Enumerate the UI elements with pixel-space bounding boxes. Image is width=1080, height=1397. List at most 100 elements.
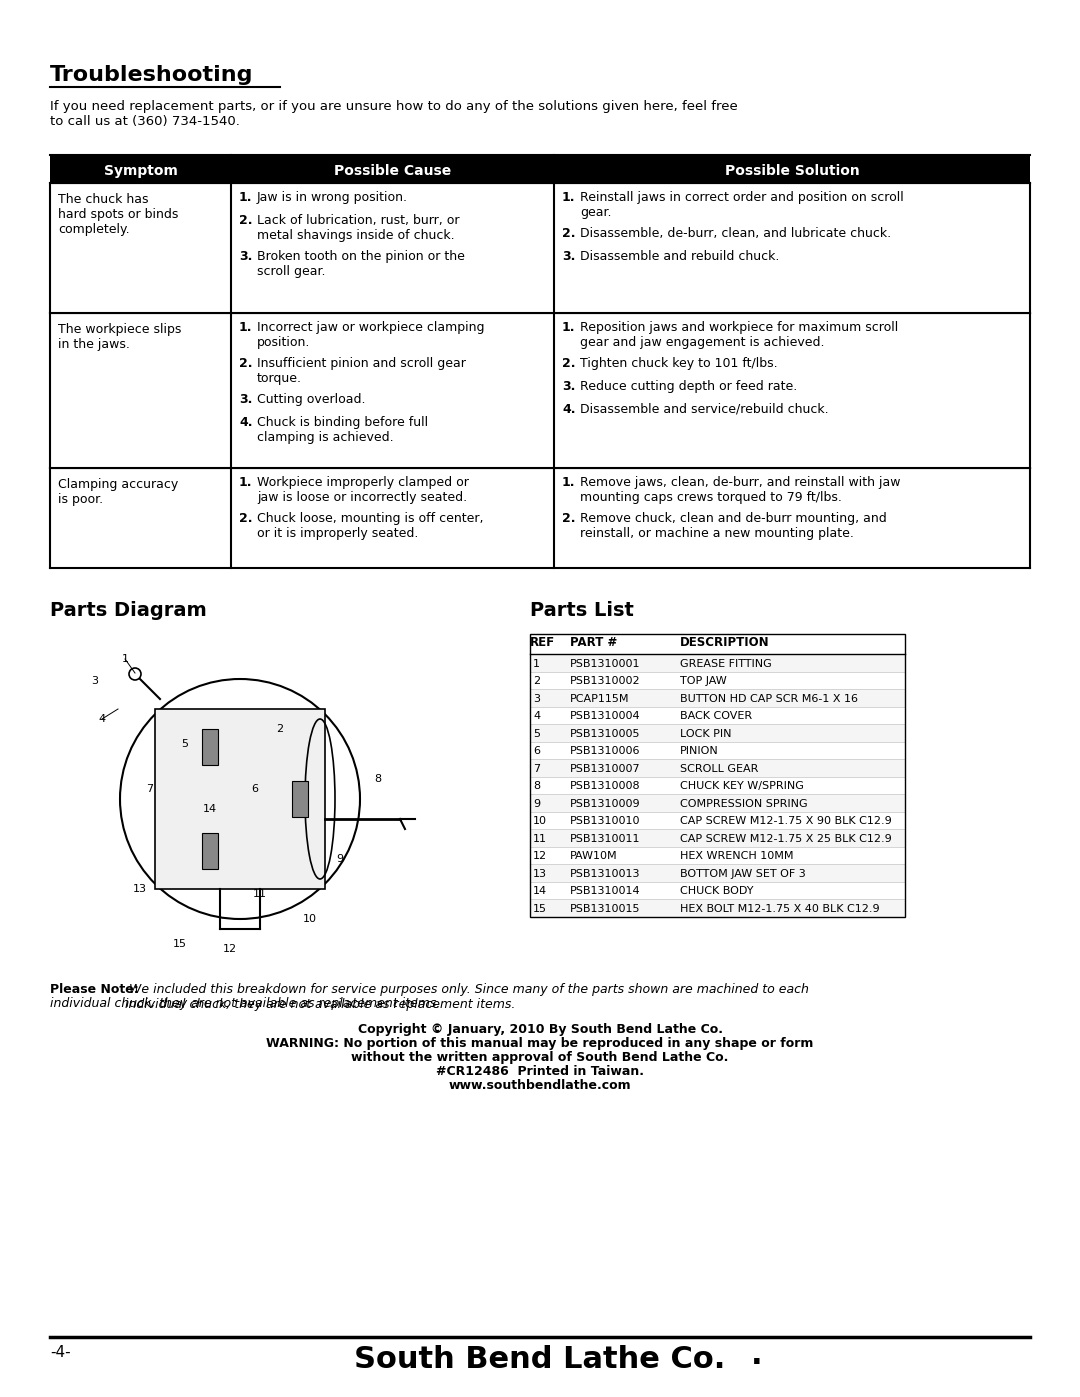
Text: 2: 2 bbox=[534, 676, 540, 686]
FancyBboxPatch shape bbox=[530, 777, 905, 793]
FancyBboxPatch shape bbox=[530, 724, 905, 742]
Text: 11: 11 bbox=[534, 834, 546, 844]
Text: Disassemble and rebuild chuck.: Disassemble and rebuild chuck. bbox=[580, 250, 780, 263]
Text: Possible Solution: Possible Solution bbox=[725, 163, 860, 177]
FancyBboxPatch shape bbox=[530, 900, 905, 916]
Text: 3.: 3. bbox=[239, 393, 253, 407]
Text: 15: 15 bbox=[173, 939, 187, 949]
Text: 4: 4 bbox=[98, 714, 106, 724]
Text: We included this breakdown for service purposes only. Since many of the parts sh: We included this breakdown for service p… bbox=[125, 983, 809, 1011]
FancyBboxPatch shape bbox=[292, 781, 308, 817]
Text: 9: 9 bbox=[337, 854, 343, 863]
Text: Workpiece improperly clamped or
jaw is loose or incorrectly seated.: Workpiece improperly clamped or jaw is l… bbox=[257, 476, 469, 504]
Text: 9: 9 bbox=[534, 799, 540, 809]
Text: DESCRIPTION: DESCRIPTION bbox=[680, 636, 770, 650]
Text: South Bend Lathe Co.: South Bend Lathe Co. bbox=[354, 1345, 726, 1375]
Text: HEX WRENCH 10MM: HEX WRENCH 10MM bbox=[680, 851, 794, 861]
Text: 11: 11 bbox=[253, 888, 267, 900]
Text: PART #: PART # bbox=[570, 636, 618, 650]
Text: TOP JAW: TOP JAW bbox=[680, 676, 727, 686]
Text: Jaw is in wrong position.: Jaw is in wrong position. bbox=[257, 191, 408, 204]
Text: Broken tooth on the pinion or the
scroll gear.: Broken tooth on the pinion or the scroll… bbox=[257, 250, 464, 278]
FancyBboxPatch shape bbox=[156, 710, 325, 888]
Text: Please Note:: Please Note: bbox=[50, 983, 138, 996]
Text: Chuck loose, mounting is off center,
or it is improperly seated.: Chuck loose, mounting is off center, or … bbox=[257, 511, 484, 541]
Text: LOCK PIN: LOCK PIN bbox=[680, 729, 731, 739]
Text: 4.: 4. bbox=[562, 402, 576, 416]
Text: PSB1310009: PSB1310009 bbox=[570, 799, 640, 809]
Text: PAW10M: PAW10M bbox=[570, 851, 618, 861]
Text: PSB1310014: PSB1310014 bbox=[570, 886, 640, 897]
Text: 1.: 1. bbox=[562, 321, 576, 334]
Text: Parts Diagram: Parts Diagram bbox=[50, 601, 206, 620]
Text: PSB1310015: PSB1310015 bbox=[570, 904, 640, 914]
Text: Disassemble, de-burr, clean, and lubricate chuck.: Disassemble, de-burr, clean, and lubrica… bbox=[580, 226, 891, 240]
Text: 10: 10 bbox=[303, 914, 318, 923]
Text: 3.: 3. bbox=[239, 250, 253, 263]
Text: 7: 7 bbox=[534, 764, 540, 774]
Text: Lack of lubrication, rust, burr, or
metal shavings inside of chuck.: Lack of lubrication, rust, burr, or meta… bbox=[257, 214, 459, 242]
Text: PSB1310010: PSB1310010 bbox=[570, 816, 640, 826]
FancyBboxPatch shape bbox=[202, 729, 218, 766]
Text: 2.: 2. bbox=[239, 214, 253, 226]
Text: 1.: 1. bbox=[562, 476, 576, 489]
Text: PINION: PINION bbox=[680, 746, 719, 756]
Text: Troubleshooting: Troubleshooting bbox=[50, 66, 254, 85]
Text: 6: 6 bbox=[534, 746, 540, 756]
Text: 2.: 2. bbox=[239, 358, 253, 370]
Text: CAP SCREW M12-1.75 X 90 BLK C12.9: CAP SCREW M12-1.75 X 90 BLK C12.9 bbox=[680, 816, 892, 826]
Text: 14: 14 bbox=[534, 886, 548, 897]
Text: 12: 12 bbox=[534, 851, 548, 861]
Text: 1.: 1. bbox=[239, 191, 253, 204]
Text: Remove chuck, clean and de-burr mounting, and
reinstall, or machine a new mounti: Remove chuck, clean and de-burr mounting… bbox=[580, 511, 887, 541]
Text: Reduce cutting depth or feed rate.: Reduce cutting depth or feed rate. bbox=[580, 380, 797, 393]
Text: 2.: 2. bbox=[239, 511, 253, 525]
FancyBboxPatch shape bbox=[530, 759, 905, 777]
Text: 2.: 2. bbox=[562, 226, 576, 240]
Text: PSB1310002: PSB1310002 bbox=[570, 676, 640, 686]
Text: PSB1310011: PSB1310011 bbox=[570, 834, 640, 844]
Text: Remove jaws, clean, de-burr, and reinstall with jaw
mounting caps crews torqued : Remove jaws, clean, de-burr, and reinsta… bbox=[580, 476, 901, 504]
Text: 5: 5 bbox=[181, 739, 189, 749]
FancyBboxPatch shape bbox=[530, 828, 905, 847]
Text: 10: 10 bbox=[534, 816, 546, 826]
Text: 1.: 1. bbox=[239, 321, 253, 334]
Text: WARNING: No portion of this manual may be reproduced in any shape or form: WARNING: No portion of this manual may b… bbox=[267, 1037, 813, 1051]
FancyBboxPatch shape bbox=[530, 742, 905, 759]
Text: CHUCK BODY: CHUCK BODY bbox=[680, 886, 754, 897]
Text: 3: 3 bbox=[92, 676, 98, 686]
Text: 2: 2 bbox=[276, 724, 284, 733]
Text: PSB1310005: PSB1310005 bbox=[570, 729, 640, 739]
Text: BACK COVER: BACK COVER bbox=[680, 711, 752, 721]
Text: 1.: 1. bbox=[562, 191, 576, 204]
FancyBboxPatch shape bbox=[50, 155, 1030, 183]
Text: Reinstall jaws in correct order and position on scroll
gear.: Reinstall jaws in correct order and posi… bbox=[580, 191, 904, 219]
Text: Reposition jaws and workpiece for maximum scroll
gear and jaw engagement is achi: Reposition jaws and workpiece for maximu… bbox=[580, 321, 899, 349]
Text: PSB1310008: PSB1310008 bbox=[570, 781, 640, 791]
Text: without the written approval of South Bend Lathe Co.: without the written approval of South Be… bbox=[351, 1051, 729, 1065]
Text: 15: 15 bbox=[534, 904, 546, 914]
Text: Disassemble and service/rebuild chuck.: Disassemble and service/rebuild chuck. bbox=[580, 402, 828, 416]
FancyBboxPatch shape bbox=[530, 847, 905, 863]
Text: 4.: 4. bbox=[239, 416, 253, 429]
Text: -4-: -4- bbox=[50, 1345, 70, 1361]
Text: BOTTOM JAW SET OF 3: BOTTOM JAW SET OF 3 bbox=[680, 869, 806, 879]
Text: COMPRESSION SPRING: COMPRESSION SPRING bbox=[680, 799, 808, 809]
FancyBboxPatch shape bbox=[530, 793, 905, 812]
Text: BUTTON HD CAP SCR M6-1 X 16: BUTTON HD CAP SCR M6-1 X 16 bbox=[680, 694, 858, 704]
Text: #CR12486  Printed in Taiwan.: #CR12486 Printed in Taiwan. bbox=[436, 1065, 644, 1078]
Text: 13: 13 bbox=[534, 869, 546, 879]
Text: 1: 1 bbox=[534, 659, 540, 669]
Text: Possible Cause: Possible Cause bbox=[334, 163, 451, 177]
Text: HEX BOLT M12-1.75 X 40 BLK C12.9: HEX BOLT M12-1.75 X 40 BLK C12.9 bbox=[680, 904, 879, 914]
Text: 3: 3 bbox=[534, 694, 540, 704]
Text: 8: 8 bbox=[375, 774, 381, 784]
FancyBboxPatch shape bbox=[530, 863, 905, 882]
Text: 1: 1 bbox=[121, 654, 129, 664]
FancyBboxPatch shape bbox=[202, 833, 218, 869]
FancyBboxPatch shape bbox=[530, 707, 905, 724]
Text: 14: 14 bbox=[203, 805, 217, 814]
Text: PSB1310007: PSB1310007 bbox=[570, 764, 640, 774]
Text: individual chuck, they are not available as replacement items.: individual chuck, they are not available… bbox=[50, 997, 441, 1010]
Text: 12: 12 bbox=[222, 944, 238, 954]
